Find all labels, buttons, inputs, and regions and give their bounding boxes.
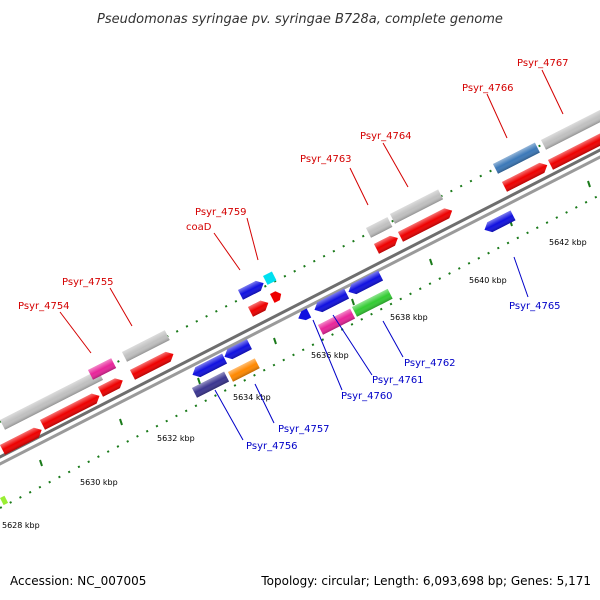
gene-arrow xyxy=(502,162,548,192)
reverse-leader-lines xyxy=(214,256,529,441)
gene-arrow xyxy=(192,371,230,398)
gene-arrow xyxy=(374,235,398,254)
gene-arrow xyxy=(88,358,117,380)
major-tick xyxy=(39,459,43,467)
gene-label: Psyr_4766 xyxy=(462,83,514,94)
gene-arrow xyxy=(398,208,453,242)
tick-label: 5642 kbp xyxy=(549,238,587,247)
tick-labels: 5628 kbp 5630 kbp 5632 kbp 5634 kbp 5636 kbp… xyxy=(2,238,587,530)
gene-arrow xyxy=(366,217,393,238)
gene-arrow xyxy=(348,270,384,295)
genome-summary-text: Topology: circular; Length: 6,093,698 bp… xyxy=(261,574,591,588)
gene-labels: Psyr_4754 Psyr_4755 coaD Psyr_4759 Psyr_4763… xyxy=(18,58,569,452)
gene-arrow xyxy=(40,393,100,430)
gene-arrow xyxy=(270,291,282,303)
genome-backbone xyxy=(0,148,600,466)
gene-arrow xyxy=(228,358,260,382)
major-tick xyxy=(587,180,591,188)
gene-label: Psyr_4765 xyxy=(509,301,561,312)
tick-label: 5634 kbp xyxy=(233,393,271,402)
gene-arrow xyxy=(248,300,269,317)
tick-label: 5632 kbp xyxy=(157,434,195,443)
gene-arrow xyxy=(298,308,312,321)
gene-arrow xyxy=(122,330,170,362)
gene-label: Psyr_4755 xyxy=(62,277,114,288)
gene-label: Psyr_4760 xyxy=(341,391,393,402)
accession-text: Accession: NC_007005 xyxy=(10,574,147,588)
tick-label: 5640 kbp xyxy=(469,276,507,285)
gene-label: Psyr_4763 xyxy=(300,154,352,165)
gene-arrow xyxy=(314,288,350,313)
tick-label: 5636 kbp xyxy=(311,351,349,360)
major-tick xyxy=(351,298,355,306)
gene-arrow xyxy=(192,353,228,378)
gene-arrow xyxy=(130,351,174,380)
gene-arrow xyxy=(0,427,42,455)
gene-arrow xyxy=(0,495,9,506)
tick-label: 5638 kbp xyxy=(390,313,428,322)
major-tick xyxy=(119,418,123,426)
gene-arrow xyxy=(484,210,516,233)
gene-label: Psyr_4759 xyxy=(195,207,247,218)
gene-arrow xyxy=(390,189,444,224)
gene-arrow xyxy=(238,280,264,300)
major-tick xyxy=(273,337,277,345)
tick-label: 5630 kbp xyxy=(80,478,118,487)
gene-arrow xyxy=(493,142,540,174)
gene-arrow xyxy=(0,370,104,430)
gene-label: Psyr_4756 xyxy=(246,441,298,452)
gene-label: coaD xyxy=(186,222,212,233)
gene-label: Psyr_4767 xyxy=(517,58,569,69)
gene-arrow xyxy=(263,271,277,285)
gene-label: Psyr_4762 xyxy=(404,358,456,369)
gene-label: Psyr_4757 xyxy=(278,424,330,435)
forward-leader-lines xyxy=(59,69,564,354)
gene-label: Psyr_4754 xyxy=(18,301,70,312)
major-tick xyxy=(197,377,201,385)
reverse-genes xyxy=(0,210,516,506)
major-tick xyxy=(429,258,433,266)
gene-label: Psyr_4761 xyxy=(372,375,424,386)
gene-arrow xyxy=(318,308,356,335)
gene-label: Psyr_4764 xyxy=(360,131,412,142)
gene-arrow xyxy=(224,339,252,360)
forward-genes xyxy=(0,103,600,455)
gene-arrow xyxy=(541,103,600,150)
gene-arrow xyxy=(352,288,393,317)
gene-arrow xyxy=(548,128,600,170)
gene-arrow xyxy=(98,378,123,397)
tick-label: 5628 kbp xyxy=(2,521,40,530)
map-title: Pseudomonas syringae pv. syringae B728a,… xyxy=(97,12,503,27)
